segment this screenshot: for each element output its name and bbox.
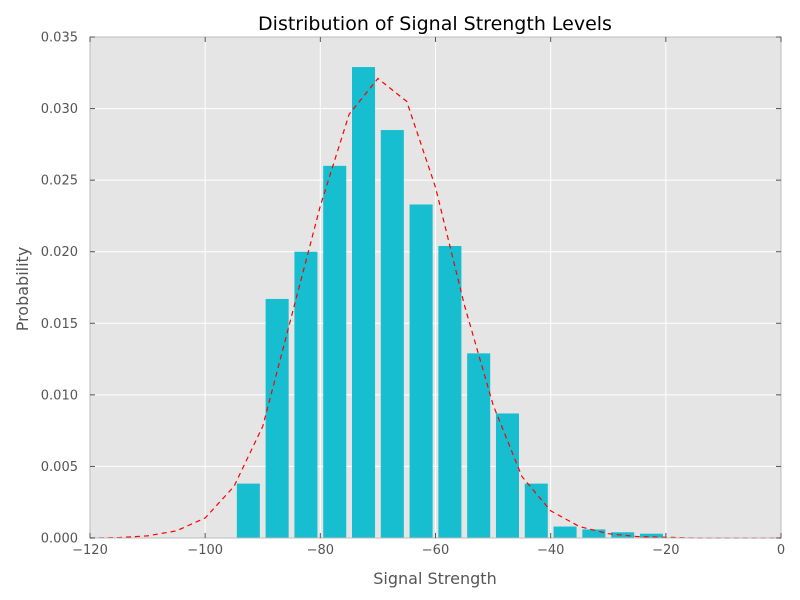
y-tick-label: 0.010 [41, 388, 78, 403]
y-tick-label: 0.000 [41, 532, 78, 547]
histogram-bar [352, 67, 376, 538]
histogram-bar [380, 130, 404, 539]
histogram-bar [323, 165, 347, 539]
chart-title: Distribution of Signal Strength Levels [258, 13, 612, 35]
x-tick-label: −80 [307, 543, 334, 558]
histogram-bar [495, 413, 519, 538]
y-axis-ticks: 0.000 0.005 0.010 0.015 0.020 0.025 0.030 0.035 [41, 31, 781, 547]
y-tick-label: 0.005 [41, 460, 78, 475]
y-tick-label: 0.035 [41, 31, 78, 46]
y-axis-label: Probability [13, 247, 32, 332]
y-tick-label: 0.015 [41, 317, 78, 332]
histogram-bar [639, 533, 663, 538]
y-tick-label: 0.025 [41, 174, 78, 189]
x-tick-label: −120 [72, 543, 108, 558]
y-tick-label: 0.030 [41, 102, 78, 117]
histogram-bar [265, 298, 289, 538]
histogram-bar [236, 483, 260, 538]
histogram-bar [582, 529, 606, 538]
histogram-bar [438, 245, 462, 538]
x-tick-label: −40 [537, 543, 564, 558]
histogram-bar [294, 251, 318, 538]
x-tick-label: −60 [422, 543, 449, 558]
histogram-bar [611, 532, 635, 538]
x-axis-ticks: −120 −100 −80 −60 −40 −20 0 [72, 37, 785, 558]
histogram-bar [553, 526, 577, 538]
bars-group [236, 67, 663, 539]
x-tick-label: −20 [652, 543, 679, 558]
y-tick-label: 0.020 [41, 245, 78, 260]
histogram-bar [409, 204, 433, 538]
histogram-bar [467, 353, 491, 538]
histogram-bar [524, 483, 548, 538]
x-tick-label: 0 [777, 543, 785, 558]
x-tick-label: −100 [187, 543, 223, 558]
x-axis-label: Signal Strength [373, 569, 496, 588]
